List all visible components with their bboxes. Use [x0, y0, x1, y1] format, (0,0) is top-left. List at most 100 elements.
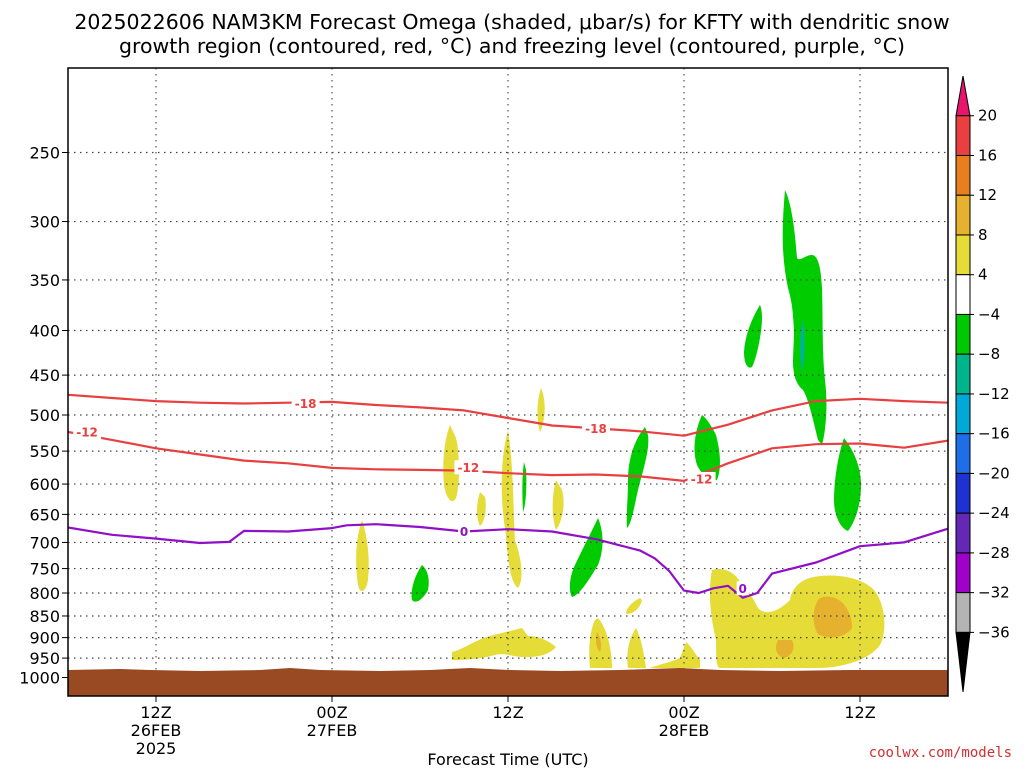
chart-title-line-1: 2025022606 NAM3KM Forecast Omega (shaded… [74, 10, 949, 34]
colorbar-segment [955, 472, 971, 514]
colorbar-segment [955, 552, 971, 594]
pressure-tick-label: 950 [29, 649, 60, 668]
contour-label: 0 [460, 525, 468, 539]
colorbar-segment [955, 592, 971, 633]
contour-line [68, 393, 948, 437]
pressure-tick-label: 850 [29, 607, 60, 626]
contour-label: -12 [458, 461, 480, 475]
time-tick-label: 00Z [668, 703, 699, 722]
pressure-tick-label: 450 [29, 366, 60, 385]
colorbar-tick-label: 4 [978, 266, 988, 284]
omega-orange-region [813, 596, 852, 638]
time-tick-label: 2025 [136, 739, 177, 758]
colorbar-segment [955, 154, 971, 196]
colorbar-segment [955, 274, 971, 315]
contour-label: 0 [738, 582, 746, 596]
colorbar-tick-label: −12 [978, 385, 1010, 403]
contour-line [68, 430, 948, 482]
time-tick-label: 26FEB [131, 721, 182, 740]
colorbar-segment [955, 512, 971, 554]
contour-label-background [458, 524, 470, 539]
contour-label-background [73, 425, 102, 440]
pressure-tick-label: 500 [29, 406, 60, 425]
colorbar-tick-label: −24 [978, 504, 1010, 522]
omega-green-region [834, 438, 861, 531]
pressure-tick-label: 800 [29, 584, 60, 603]
colorbar-segment [955, 75, 971, 117]
chart-title-line-2: growth region (contoured, red, °C) and f… [119, 34, 905, 58]
omega-colorbar: 20 16 12 8 4 −4 −8 −12 −16 −20 −24 −28 −32 −36 [955, 75, 1010, 693]
omega-green-region [569, 518, 603, 597]
omega-teal-region [799, 320, 805, 372]
contour-label: -18 [295, 397, 317, 411]
colorbar-tick-label: −4 [978, 305, 1000, 323]
credit-text: coolwx.com/models [869, 745, 1012, 761]
colorbar-tick-label: −36 [978, 623, 1010, 641]
colorbar-segment [955, 313, 971, 355]
contour-label: -12 [76, 426, 98, 440]
colorbar-segment [955, 631, 971, 693]
pressure-tick-label: 1000 [19, 669, 60, 688]
time-tick-label: 12Z [844, 703, 875, 722]
time-tick-label: 28FEB [659, 721, 710, 740]
omega-orange-region [776, 640, 794, 658]
omega-yellow-region [443, 425, 459, 502]
omega-yellow-region [356, 520, 369, 592]
pressure-tick-label: 400 [29, 322, 60, 341]
colorbar-tick-label: 8 [978, 226, 988, 244]
omega-yellow-region [477, 492, 486, 526]
contour-label-background [291, 396, 320, 411]
omega-yellow-region [537, 388, 545, 432]
omega-green-region [744, 305, 762, 368]
omega-green-region [626, 427, 649, 528]
colorbar-segment [955, 194, 971, 236]
pressure-tick-label: 900 [29, 629, 60, 648]
colorbar-tick-label: 16 [978, 146, 997, 164]
omega-orange-region [596, 632, 601, 652]
contour-label-background [687, 471, 716, 486]
omega-green-region [411, 565, 429, 602]
colorbar-tick-label: 20 [978, 107, 997, 125]
contour-label: -12 [691, 472, 713, 486]
pressure-tick-label: 350 [29, 271, 60, 290]
contour-label: -18 [585, 422, 607, 436]
plot-frame [67, 67, 949, 697]
colorbar-tick-label: −8 [978, 345, 1000, 363]
time-tick-label: 27FEB [307, 721, 358, 740]
colorbar-tick-label: −28 [978, 544, 1010, 562]
pressure-tick-label: 600 [29, 475, 60, 494]
time-tick-label: 12Z [140, 703, 171, 722]
colorbar-tick-label: −16 [978, 425, 1010, 443]
contour-lines [68, 393, 948, 599]
colorbar-tick-label: 12 [978, 186, 997, 204]
terrain-ground [68, 668, 948, 696]
colorbar-segment [955, 115, 971, 156]
colorbar-segment [955, 393, 971, 435]
contour-label-background [736, 581, 749, 596]
pressure-tick-label: 750 [29, 560, 60, 579]
omega-yellow-region [501, 430, 522, 588]
pressure-tick-labels: 250 300 350 400 450 500 550 600 650 700 750 800 850 9… [19, 144, 60, 688]
contour-label-background [582, 421, 610, 436]
pressure-tick-label: 550 [29, 442, 60, 461]
omega-yellow-region [552, 480, 564, 530]
colorbar-tick-label: −20 [978, 464, 1010, 482]
omega-yellow-region [626, 598, 642, 614]
pressure-tick-label: 250 [29, 144, 60, 163]
pressure-tick-label: 650 [29, 505, 60, 524]
time-tick-label: 00Z [316, 703, 347, 722]
pressure-grid [62, 151, 948, 679]
pressure-tick-label: 300 [29, 213, 60, 232]
contour-label-background [454, 460, 483, 475]
colorbar-segment [955, 433, 971, 474]
time-tick-label: 12Z [492, 703, 523, 722]
colorbar-segment [955, 234, 971, 276]
omega-yellow-region [709, 568, 885, 668]
contour-line [68, 523, 948, 599]
x-axis-label: Forecast Time (UTC) [427, 750, 588, 768]
contour-labels: -18 -18 -12 -12 -12 0 0 [73, 396, 749, 596]
colorbar-segment [955, 353, 971, 395]
colorbar-tick-label: −32 [978, 584, 1010, 602]
